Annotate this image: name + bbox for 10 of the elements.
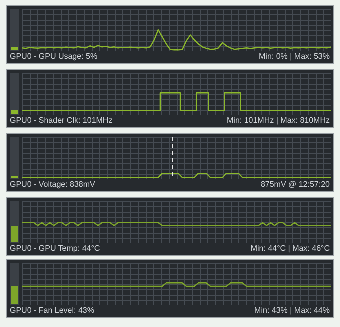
text: GPU0 - Shader Clk: 101MHz bbox=[10, 116, 113, 125]
text: GPU0 - Fan Level: 43% bbox=[10, 306, 94, 315]
text: Min: 101MHz | Max: 810MHz bbox=[227, 116, 330, 125]
text: 875mV @ 12:57:20 bbox=[260, 180, 330, 189]
text: Min: 43% | Max: 44% bbox=[254, 306, 330, 315]
text: GPU0 - GPU Usage: 5% bbox=[10, 52, 98, 61]
text: GPU0 - GPU Temp: 44°C bbox=[10, 244, 100, 253]
text: Min: 44°C | Max: 46°C bbox=[250, 244, 330, 253]
text: GPU0 - Voltage: 838mV bbox=[10, 180, 96, 189]
text: Min: 0% | Max: 53% bbox=[259, 52, 330, 61]
